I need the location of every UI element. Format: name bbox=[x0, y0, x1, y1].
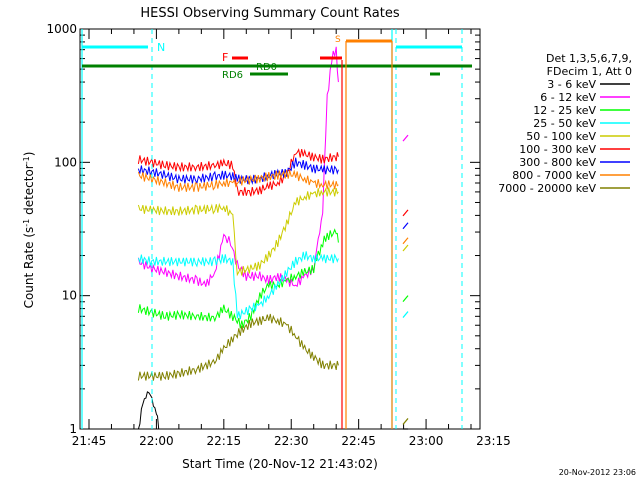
series-burst-segment bbox=[402, 311, 409, 318]
chart-title: HESSI Observing Summary Count Rates bbox=[140, 6, 399, 21]
y-tick-label: 1 bbox=[69, 422, 77, 436]
rd6-flag-label: RD6 bbox=[222, 70, 243, 81]
legend-entry-label: 7000 - 20000 keV bbox=[498, 182, 596, 195]
legend-header: Det 1,3,5,6,7,9, bbox=[546, 52, 632, 65]
night-flag-label: N bbox=[157, 41, 165, 54]
legend-entry-label: 800 - 7000 keV bbox=[512, 169, 596, 182]
y-tick-label: 1000 bbox=[46, 22, 77, 36]
legend-entry-label: 12 - 25 keV bbox=[533, 104, 596, 117]
y-label-part1: Count Rate (s bbox=[22, 227, 36, 309]
series-burst-segment bbox=[402, 209, 409, 217]
series-line bbox=[137, 187, 339, 277]
series-burst-segment bbox=[402, 134, 409, 142]
x-tick-label: 22:45 bbox=[341, 434, 376, 448]
series-burst-segment bbox=[402, 222, 409, 230]
y-label-part3: ) bbox=[22, 152, 36, 157]
footer-timestamp: 20-Nov-2012 23:06 bbox=[559, 468, 636, 477]
series-line bbox=[137, 169, 339, 192]
rd0-flag-label: RD0 bbox=[256, 62, 277, 73]
x-tick-label: 22:15 bbox=[207, 434, 242, 448]
series-group bbox=[137, 46, 409, 430]
x-tick-label: 23:15 bbox=[476, 434, 511, 448]
legend-header: FDecim 1, Att 0 bbox=[547, 65, 632, 78]
x-tick-label: 22:30 bbox=[274, 434, 309, 448]
plot-frame bbox=[79, 28, 481, 430]
y-label-sup2: -1 bbox=[22, 156, 31, 164]
series-line bbox=[137, 391, 160, 429]
y-tick-label: 100 bbox=[54, 155, 77, 169]
series-line bbox=[137, 313, 339, 381]
legend-entry-label: 300 - 800 keV bbox=[519, 156, 596, 169]
legend-entry-label: 100 - 300 keV bbox=[519, 143, 596, 156]
series-line bbox=[137, 148, 339, 197]
x-axis-label: Start Time (20-Nov-12 21:43:02) bbox=[182, 457, 378, 471]
annotations-group: N F RD0 RD6 S bbox=[81, 29, 472, 429]
series-line bbox=[137, 228, 339, 329]
axis-ticks: 21:45 22:00 22:15 22:30 22:45 23:00 23:15 1 10 10… bbox=[46, 22, 510, 448]
y-tick-label: 10 bbox=[62, 289, 77, 303]
legend-entry-label: 50 - 100 keV bbox=[526, 130, 596, 143]
series-burst-segment bbox=[402, 295, 409, 303]
x-tick-label: 23:00 bbox=[409, 434, 444, 448]
saa-flag-label: S bbox=[335, 35, 341, 45]
series-line bbox=[137, 46, 339, 288]
series-line bbox=[137, 157, 339, 186]
flare-flag-label: F bbox=[222, 51, 228, 64]
legend: Det 1,3,5,6,7,9,FDecim 1, Att 03 - 6 keV… bbox=[498, 52, 632, 195]
y-label-sup: -1 bbox=[22, 219, 31, 227]
legend-entry-label: 25 - 50 keV bbox=[533, 117, 596, 130]
series-burst-segment bbox=[402, 237, 409, 245]
series-burst-segment bbox=[402, 418, 409, 425]
legend-entry-label: 3 - 6 keV bbox=[547, 78, 596, 91]
x-tick-label: 21:45 bbox=[72, 434, 107, 448]
y-label-part2: detector bbox=[22, 164, 36, 219]
legend-entry-label: 6 - 12 keV bbox=[540, 91, 596, 104]
y-axis-label: Count Rate (s-1 detector-1) bbox=[22, 152, 36, 309]
x-tick-label: 22:00 bbox=[139, 434, 174, 448]
series-burst-segment bbox=[402, 244, 409, 252]
series-line bbox=[137, 251, 339, 320]
